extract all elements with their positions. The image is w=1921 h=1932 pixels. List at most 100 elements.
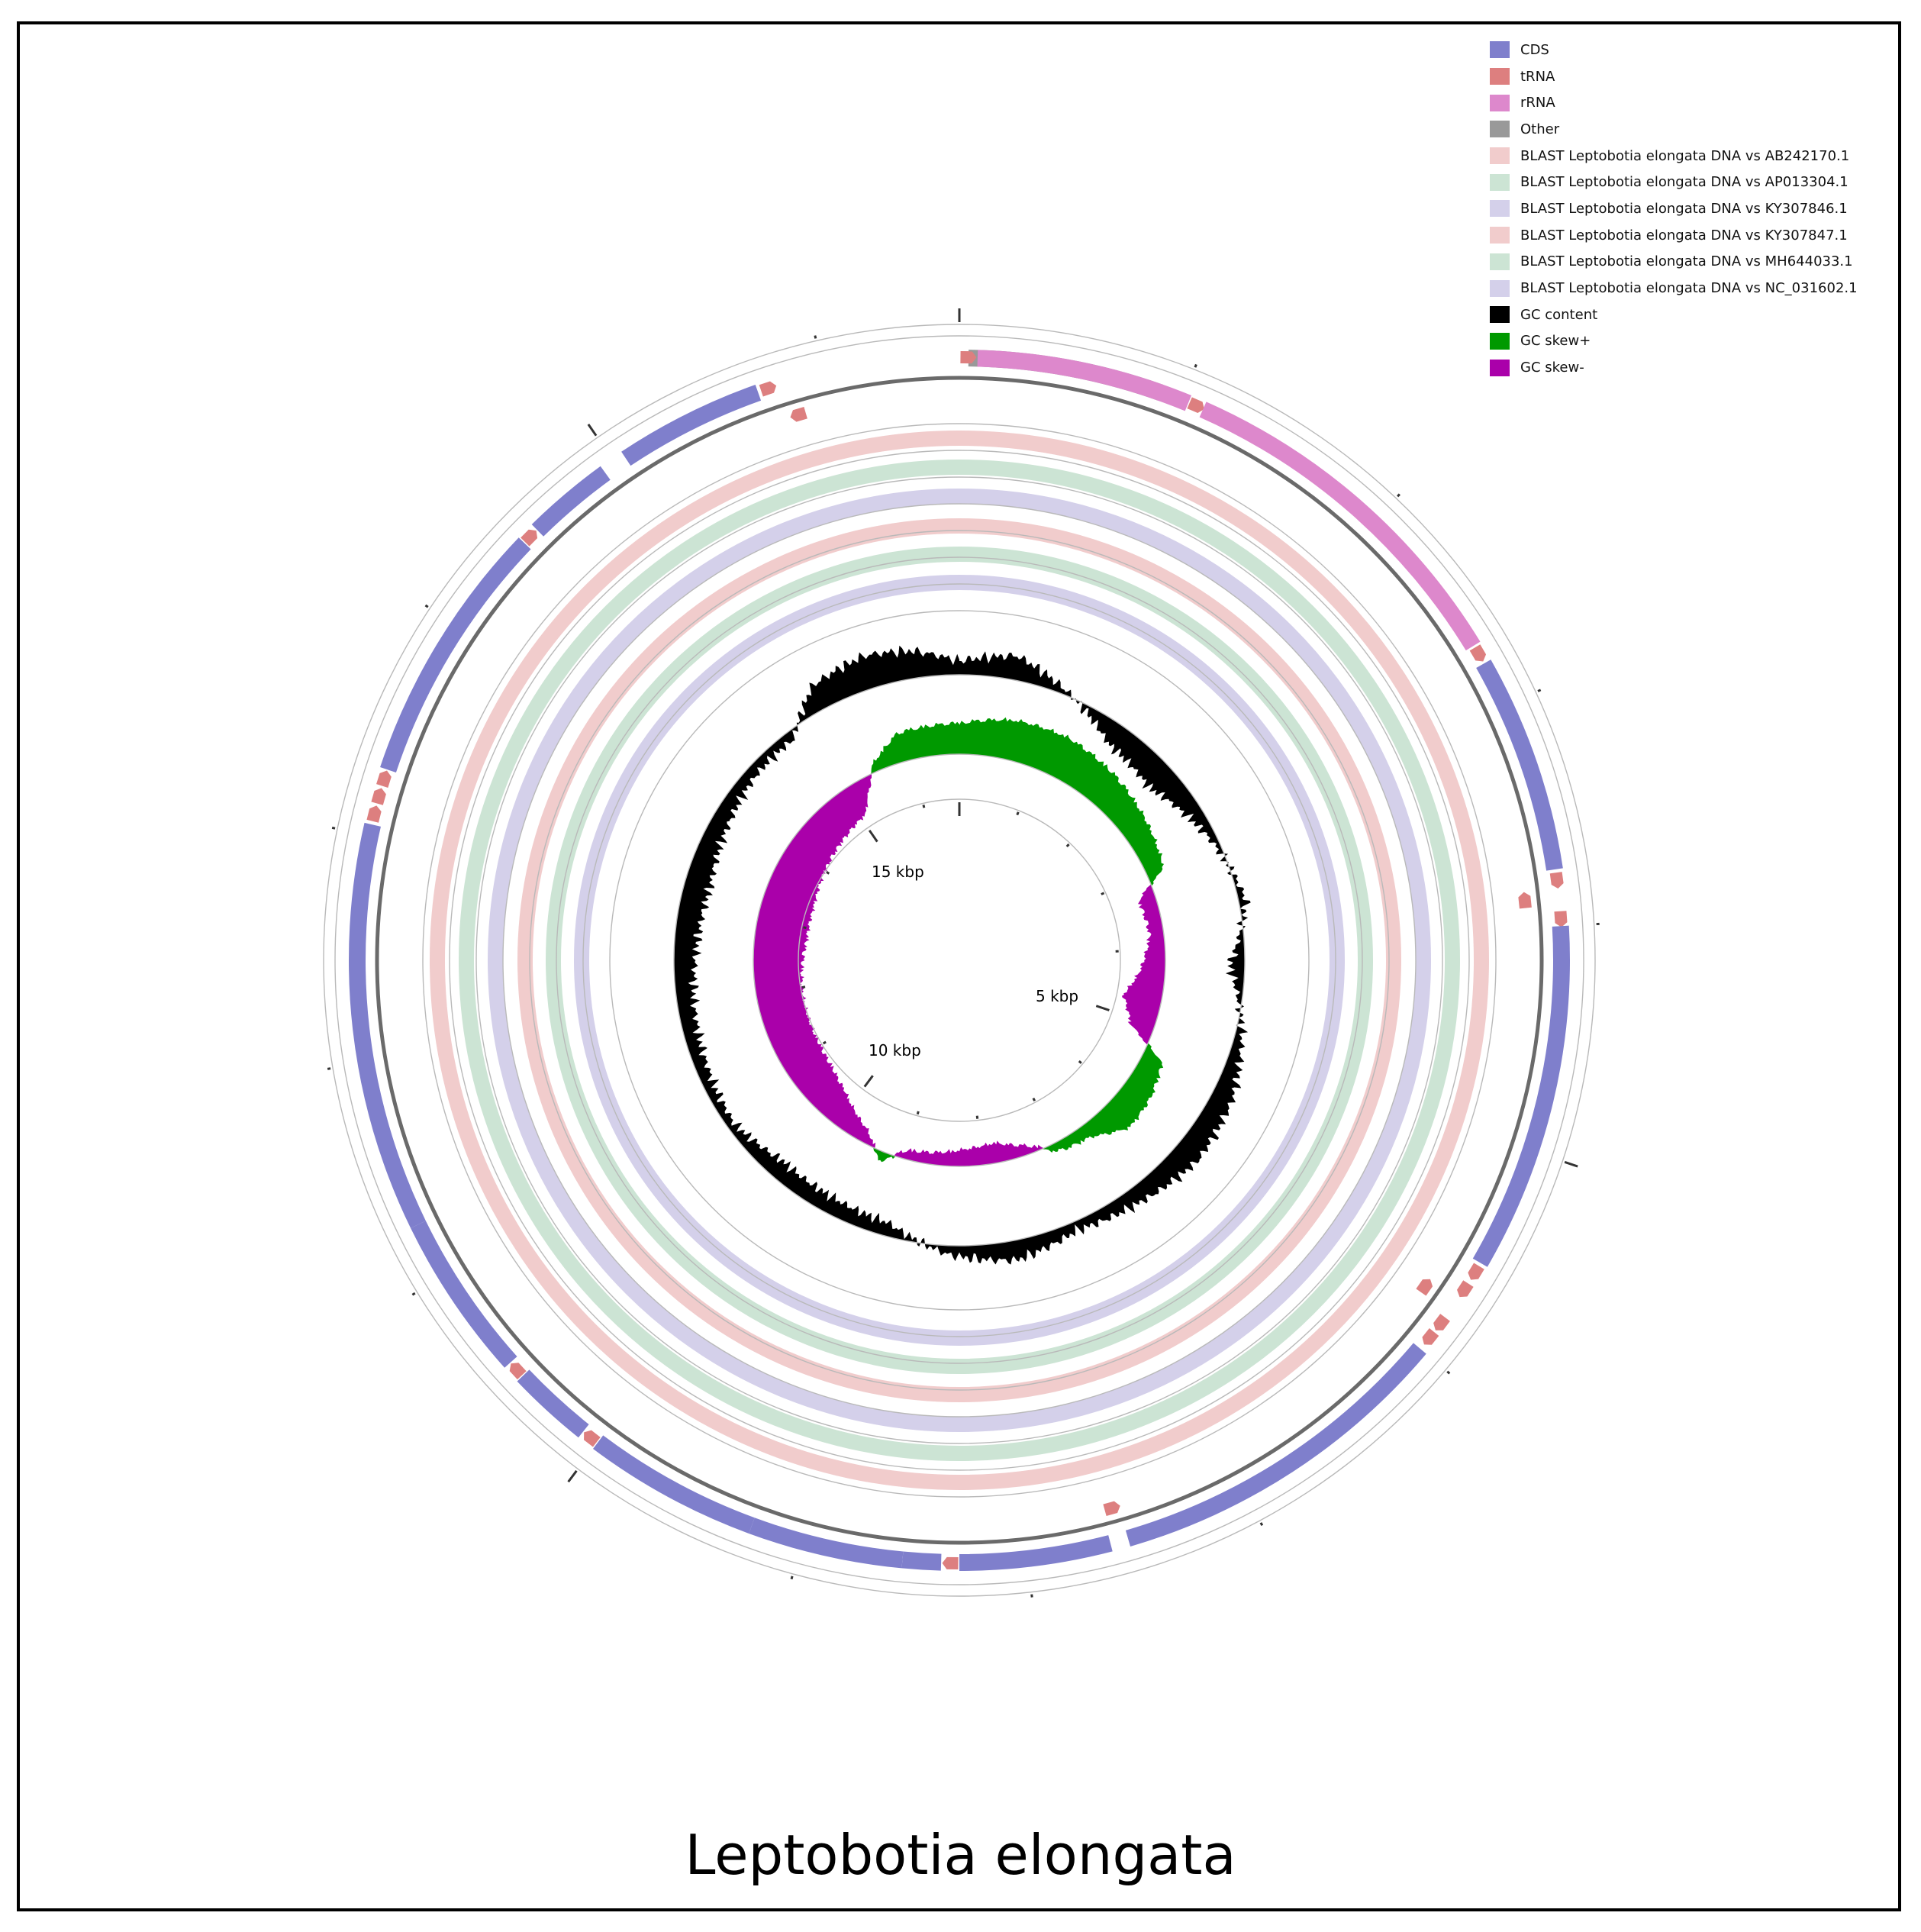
minor-tick-outer xyxy=(1194,363,1197,368)
minor-tick-outer xyxy=(1259,1522,1264,1527)
guide-circle xyxy=(422,423,1497,1498)
minor-tick-inner xyxy=(801,985,806,989)
legend-swatch xyxy=(1490,173,1510,191)
blast-ring xyxy=(488,489,1431,1432)
rrna-arrow xyxy=(977,350,1192,411)
minor-tick-outer xyxy=(814,335,817,339)
minor-tick-inner xyxy=(822,1040,827,1045)
minor-tick-inner xyxy=(1078,1060,1082,1064)
cds-arrow xyxy=(531,466,611,537)
guide-circle xyxy=(334,335,1584,1585)
trna-marker xyxy=(1433,1314,1450,1330)
trna-marker xyxy=(1518,892,1532,909)
major-tick-outer xyxy=(567,1469,578,1483)
major-tick-inner xyxy=(863,1075,874,1088)
guide-circle xyxy=(502,503,1417,1418)
legend-item: BLAST Leptobotia elongata DNA vs KY30784… xyxy=(1490,222,1858,249)
cds-arrow xyxy=(1472,925,1570,1267)
kbp-label-15: 15 kbp xyxy=(872,863,924,881)
legend-swatch xyxy=(1490,68,1510,85)
legend-item: CDS xyxy=(1490,37,1858,63)
legend-swatch xyxy=(1490,41,1510,59)
legend-label: GC skew- xyxy=(1520,360,1584,376)
legend-item: GC skew- xyxy=(1490,354,1858,381)
major-tick-inner xyxy=(868,829,878,843)
legend-swatch xyxy=(1490,332,1510,350)
blast-ring xyxy=(459,460,1460,1461)
legend-swatch xyxy=(1490,279,1510,297)
legend-item: GC content xyxy=(1490,302,1858,328)
trna-marker xyxy=(376,770,392,788)
guide-circle xyxy=(753,753,1166,1167)
feature-track xyxy=(349,350,1570,1572)
legend-item: BLAST Leptobotia elongata DNA vs AP01330… xyxy=(1490,169,1858,195)
major-tick-outer xyxy=(587,424,598,437)
legend-label: Other xyxy=(1520,121,1560,137)
cds-arrow xyxy=(901,1551,942,1571)
legend-item: BLAST Leptobotia elongata DNA vs AB24217… xyxy=(1490,143,1858,169)
cds-arrow xyxy=(621,384,762,466)
minor-tick-outer xyxy=(1537,689,1542,692)
kbp-label-10: 10 kbp xyxy=(869,1041,921,1060)
minor-tick-inner xyxy=(922,805,926,808)
cds-arrow xyxy=(593,1435,755,1534)
legend-label: GC content xyxy=(1520,306,1598,323)
cds-arrow xyxy=(349,822,426,1228)
guide-circle xyxy=(609,610,1310,1311)
legend-label: tRNA xyxy=(1520,68,1555,85)
minor-tick-outer xyxy=(424,604,429,608)
blast-ring xyxy=(517,518,1401,1402)
trna-marker xyxy=(942,1556,959,1570)
guide-circles xyxy=(323,324,1596,1597)
guide-circle xyxy=(673,674,1246,1247)
minor-tick-inner xyxy=(1065,843,1070,848)
rrna-arrow xyxy=(1199,402,1481,651)
trna-marker xyxy=(1549,872,1564,889)
legend-swatch xyxy=(1490,121,1510,138)
major-tick-outer xyxy=(1564,1160,1578,1168)
kbp-label-5: 5 kbp xyxy=(1036,987,1078,1005)
trna-marker xyxy=(1187,397,1204,414)
legend-swatch xyxy=(1490,94,1510,111)
minor-tick-outer xyxy=(331,826,336,830)
blast-ring xyxy=(430,431,1489,1490)
minor-tick-inner xyxy=(916,1111,920,1115)
blast-ring xyxy=(546,547,1373,1374)
legend-label: rRNA xyxy=(1520,95,1555,111)
legend-item: GC skew+ xyxy=(1490,328,1858,355)
legend: CDS tRNA rRNA Other BLAST Leptobotia elongat… xyxy=(1490,37,1858,381)
trna-marker xyxy=(521,529,538,547)
guide-circle xyxy=(529,530,1390,1391)
legend-item: BLAST Leptobotia elongata DNA vs NC_0316… xyxy=(1490,275,1858,302)
trna-marker xyxy=(1103,1501,1120,1516)
tick-marks xyxy=(327,308,1600,1598)
trna-marker xyxy=(1457,1280,1474,1298)
legend-item: BLAST Leptobotia elongata DNA vs KY30784… xyxy=(1490,195,1858,222)
minor-tick-outer xyxy=(411,1292,416,1296)
legend-item: BLAST Leptobotia elongata DNA vs MH64403… xyxy=(1490,249,1858,276)
legend-item: tRNA xyxy=(1490,63,1858,90)
trna-marker xyxy=(1422,1328,1439,1345)
trna-marker xyxy=(790,407,807,422)
legend-swatch xyxy=(1490,359,1510,376)
cds-arrow xyxy=(1476,660,1563,871)
legend-swatch xyxy=(1490,306,1510,324)
minor-tick-inner xyxy=(1032,1097,1036,1101)
guide-circle xyxy=(323,324,1596,1597)
legend-label: BLAST Leptobotia elongata DNA vs AP01330… xyxy=(1520,174,1848,191)
trna-marker xyxy=(509,1363,527,1380)
cds-arrow xyxy=(517,1369,589,1438)
minor-tick-inner xyxy=(1101,892,1105,895)
legend-label: BLAST Leptobotia elongata DNA vs NC_0316… xyxy=(1520,280,1858,297)
cds-arrow xyxy=(380,537,531,772)
major-tick-inner xyxy=(1095,1005,1110,1011)
backbone-ring xyxy=(375,376,1544,1545)
minor-tick-inner xyxy=(1016,811,1020,816)
legend-swatch xyxy=(1490,253,1510,270)
legend-label: BLAST Leptobotia elongata DNA vs KY30784… xyxy=(1520,200,1848,217)
guide-circle xyxy=(798,798,1121,1122)
guide-circle xyxy=(475,476,1443,1444)
minor-tick-outer xyxy=(790,1576,794,1580)
trna-marker xyxy=(1554,911,1568,927)
